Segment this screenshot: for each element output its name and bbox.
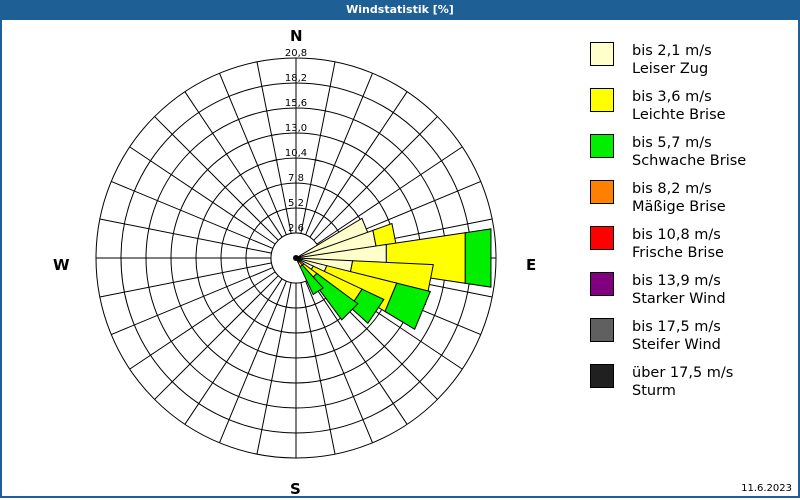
legend-name: Steifer Wind <box>632 337 721 353</box>
legend-speed: über 17,5 m/s <box>632 365 734 381</box>
date-label: 11.6.2023 <box>741 483 792 494</box>
legend-swatch <box>590 226 614 250</box>
ring-label: 2,6 <box>288 223 304 234</box>
north-label: N <box>290 27 303 45</box>
legend-swatch <box>590 180 614 204</box>
legend-name: Sturm <box>632 383 676 399</box>
west-label: W <box>53 256 70 274</box>
legend-label: bis 13,9 m/s Starker Wind <box>632 272 726 308</box>
rose-segment <box>299 264 324 296</box>
legend-swatch <box>590 364 614 388</box>
ring-label: 7,8 <box>288 173 304 184</box>
rose-segment <box>464 228 492 288</box>
legend-speed: bis 2,1 m/s <box>632 43 712 59</box>
south-label: S <box>290 480 301 498</box>
rose-segment <box>384 282 432 331</box>
legend-label: bis 2,1 m/s Leiser Zug <box>632 42 712 78</box>
legend-name: Starker Wind <box>632 291 726 307</box>
legend-name: Leichte Brise <box>632 107 726 123</box>
ring-label: 13,0 <box>285 123 307 134</box>
legend-speed: bis 8,2 m/s <box>632 181 712 197</box>
legend-swatch <box>590 88 614 112</box>
legend-label: bis 8,2 m/s Mäßige Brise <box>632 180 726 216</box>
east-label: E <box>526 256 537 274</box>
legend-label: bis 5,7 m/s Schwache Brise <box>632 134 746 170</box>
ring-label: 5,2 <box>288 198 304 209</box>
legend-label: bis 3,6 m/s Leichte Brise <box>632 88 726 124</box>
legend-name: Frische Brise <box>632 245 724 261</box>
ring-label: 15,6 <box>285 98 307 109</box>
legend-speed: bis 17,5 m/s <box>632 319 721 335</box>
legend-speed: bis 13,9 m/s <box>632 273 721 289</box>
legend-name: Schwache Brise <box>632 153 747 169</box>
legend-name: Leiser Zug <box>632 61 709 77</box>
legend-swatch <box>590 134 614 158</box>
legend-speed: bis 5,7 m/s <box>632 135 712 151</box>
legend-label: über 17,5 m/s Sturm <box>632 364 733 400</box>
window-title: Windstatistik [%] <box>0 0 800 20</box>
legend-label: bis 10,8 m/s Frische Brise <box>632 226 724 262</box>
legend-swatch <box>590 42 614 66</box>
legend-speed: bis 3,6 m/s <box>632 89 712 105</box>
legend-speed: bis 10,8 m/s <box>632 227 721 243</box>
ring-label: 10,4 <box>285 148 307 159</box>
legend-swatch <box>590 318 614 342</box>
legend-label: bis 17,5 m/s Steifer Wind <box>632 318 721 354</box>
ring-label: 18,2 <box>285 73 307 84</box>
legend-swatch <box>590 272 614 296</box>
ring-label: 20,8 <box>285 48 307 59</box>
legend-name: Mäßige Brise <box>632 199 726 215</box>
